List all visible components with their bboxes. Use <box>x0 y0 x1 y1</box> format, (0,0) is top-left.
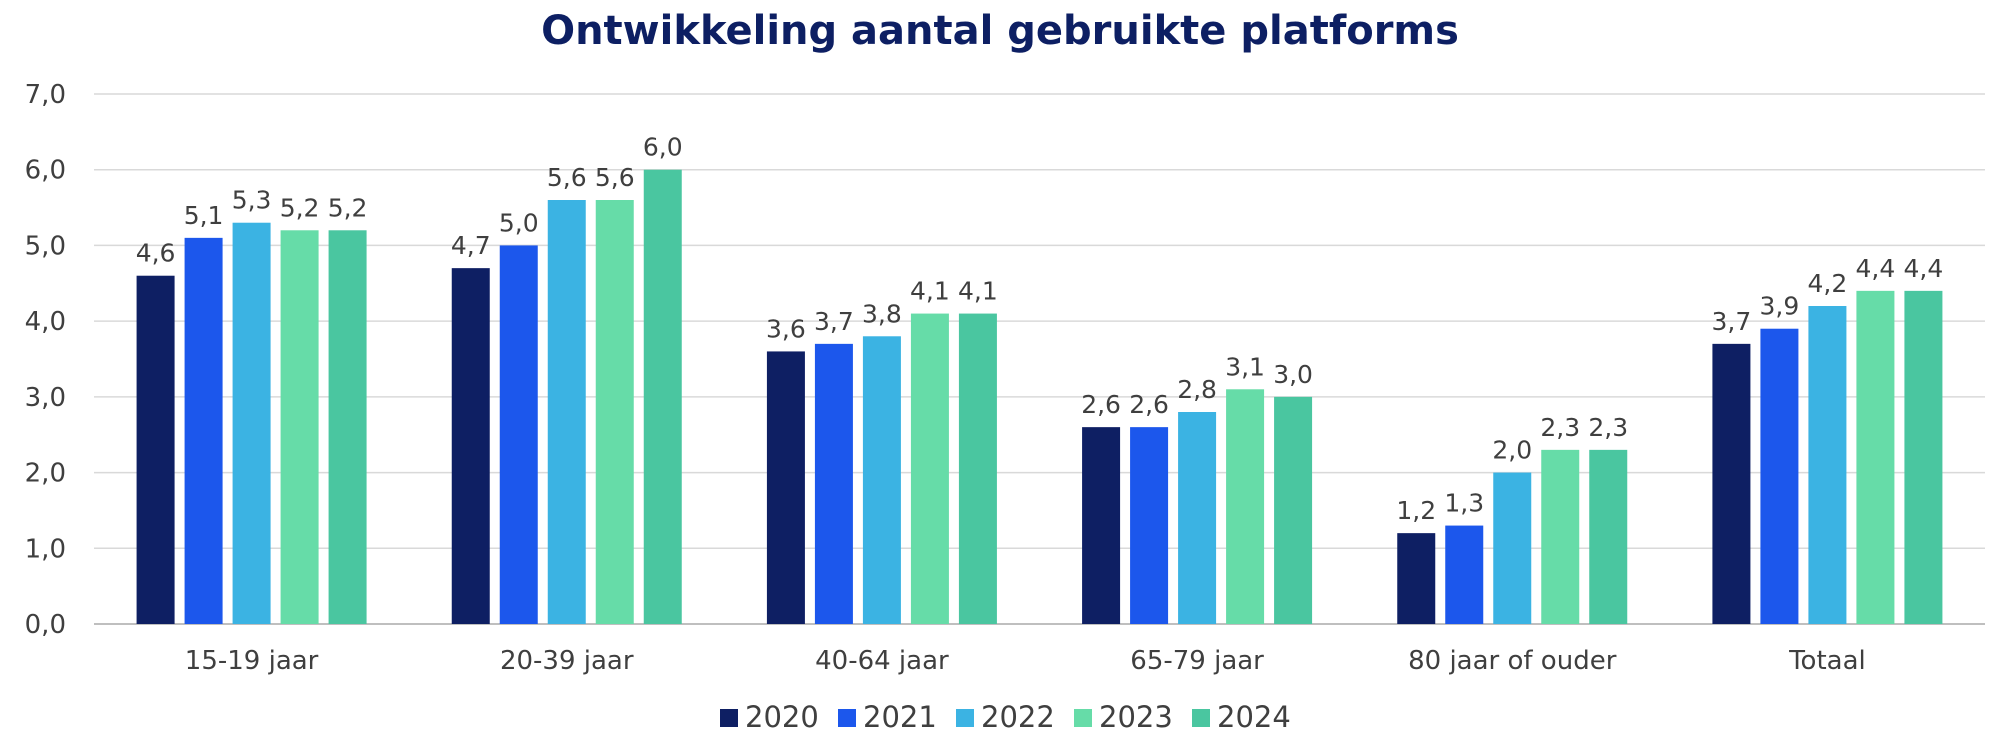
data-label: 3,8 <box>862 299 902 328</box>
bar-2024-1 <box>328 230 367 625</box>
y-tick-label: 3,0 <box>25 383 66 413</box>
data-label: 5,1 <box>184 201 224 230</box>
data-label: 4,4 <box>1904 254 1944 283</box>
y-tick-label: 0,0 <box>25 610 66 640</box>
legend-swatch-2024 <box>1192 709 1210 727</box>
bar-2020-3 <box>766 351 805 624</box>
bar-2024-5 <box>1589 449 1628 624</box>
x-category-label: 15-19 jaar <box>185 646 319 676</box>
legend: 2020 2021 2022 2023 2024 <box>720 700 1291 734</box>
legend-label: 2023 <box>1099 700 1173 734</box>
data-label: 3,0 <box>1273 360 1313 389</box>
bar-2021-4 <box>1130 427 1169 624</box>
data-label: 4,6 <box>136 239 176 268</box>
data-label: 5,3 <box>232 186 272 215</box>
legend-label: 2020 <box>745 700 819 734</box>
data-label: 5,6 <box>595 163 635 192</box>
data-label: 2,3 <box>1588 413 1628 442</box>
data-label: 5,2 <box>328 193 368 222</box>
gridlines <box>94 93 1985 625</box>
bar-2024-4 <box>1274 396 1313 624</box>
data-label: 1,3 <box>1444 489 1484 518</box>
bar-2024-3 <box>958 313 997 624</box>
bar-2023-2 <box>595 200 634 624</box>
y-axis-ticks: 0,0 1,0 2,0 3,0 4,0 5,0 6,0 7,0 <box>25 80 66 640</box>
data-labels: 4,6 5,1 5,3 5,2 5,2 4,7 5,0 5,6 5,6 6,0 3,6 3,7 3,8 4… <box>136 133 1944 525</box>
bar-2024-6 <box>1904 290 1943 624</box>
y-tick-label: 7,0 <box>25 80 66 110</box>
bar-2021-2 <box>499 245 538 624</box>
data-label: 6,0 <box>643 133 683 162</box>
legend-swatch-2023 <box>1074 709 1092 727</box>
bar-2022-2 <box>547 200 586 624</box>
data-label: 5,2 <box>280 193 320 222</box>
x-category-label: 40-64 jaar <box>815 646 949 676</box>
legend-label: 2021 <box>863 700 937 734</box>
data-label: 2,3 <box>1540 413 1580 442</box>
legend-swatch-2022 <box>956 709 974 727</box>
chart-title: Ontwikkeling aantal gebruikte platforms <box>541 8 1459 54</box>
data-label: 5,0 <box>499 208 539 237</box>
data-label: 4,4 <box>1856 254 1896 283</box>
data-label: 3,1 <box>1225 352 1265 381</box>
bar-2020-1 <box>136 275 175 624</box>
legend-swatch-2020 <box>720 709 738 727</box>
bar-2022-6 <box>1808 306 1847 624</box>
y-tick-label: 2,0 <box>25 459 66 489</box>
bar-2023-6 <box>1856 290 1895 624</box>
y-tick-label: 5,0 <box>25 231 66 261</box>
x-category-label: 20-39 jaar <box>500 646 634 676</box>
data-label: 2,6 <box>1081 390 1121 419</box>
bar-2020-6 <box>1712 343 1751 624</box>
legend-swatch-2021 <box>838 709 856 727</box>
x-category-label: Totaal <box>1788 646 1866 676</box>
data-label: 2,8 <box>1177 375 1217 404</box>
data-label: 4,7 <box>451 231 491 260</box>
data-label: 3,6 <box>766 314 806 343</box>
data-label: 4,2 <box>1808 269 1848 298</box>
bar-2020-5 <box>1397 533 1436 624</box>
data-label: 3,7 <box>814 307 854 336</box>
legend-label: 2024 <box>1217 700 1291 734</box>
bar-2022-1 <box>232 222 271 624</box>
bar-2023-4 <box>1226 389 1265 624</box>
x-axis-categories: 15-19 jaar 20-39 jaar 40-64 jaar 65-79 jaar… <box>185 646 1866 676</box>
bar-2023-3 <box>910 313 949 624</box>
bar-2024-2 <box>643 169 682 624</box>
data-label: 3,7 <box>1712 307 1752 336</box>
bar-2021-1 <box>184 237 223 624</box>
x-category-label: 80 jaar of ouder <box>1408 646 1617 676</box>
bar-2021-3 <box>814 343 853 624</box>
bar-2021-5 <box>1445 525 1484 624</box>
bar-2020-4 <box>1082 427 1121 624</box>
data-label: 2,6 <box>1129 390 1169 419</box>
data-label: 4,1 <box>958 277 998 306</box>
bar-2020-2 <box>451 268 490 624</box>
bar-2022-4 <box>1178 412 1217 624</box>
y-tick-label: 6,0 <box>25 156 66 186</box>
bar-2023-1 <box>280 230 319 625</box>
bar-2022-5 <box>1493 472 1532 624</box>
data-label: 4,1 <box>910 277 950 306</box>
y-tick-label: 4,0 <box>25 307 66 337</box>
bar-2022-3 <box>862 336 901 624</box>
bars <box>136 169 1943 625</box>
legend-label: 2022 <box>981 700 1055 734</box>
bar-2023-5 <box>1541 449 1580 624</box>
data-label: 2,0 <box>1492 436 1532 465</box>
bar-2021-6 <box>1760 328 1799 624</box>
x-category-label: 65-79 jaar <box>1130 646 1264 676</box>
data-label: 1,2 <box>1396 496 1436 525</box>
data-label: 3,9 <box>1760 292 1800 321</box>
y-tick-label: 1,0 <box>25 534 66 564</box>
data-label: 5,6 <box>547 163 587 192</box>
